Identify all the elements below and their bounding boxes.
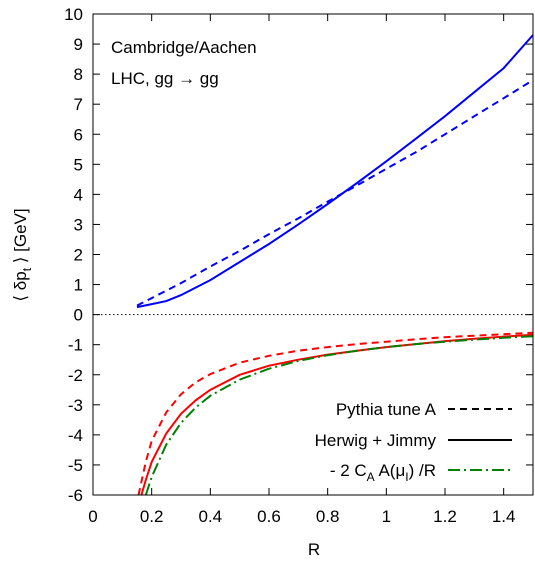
x-axis-label: R (308, 540, 320, 559)
y-tick-label: -1 (68, 336, 83, 355)
x-tick-label: 0.6 (257, 507, 281, 526)
x-tick-label: 0.8 (316, 507, 340, 526)
y-tick-label: -6 (68, 486, 83, 505)
annotation-process: LHC, gg → gg (111, 69, 219, 88)
axes-layer: 0 0.2 0.4 0.6 0.8 1 1.2 1.4 -6 -5 -4 -3 -2 -1 0 1 2 3 4 5 6 7… (64, 5, 534, 526)
y-tick-label: 0 (74, 306, 83, 325)
y-tick-label: 10 (64, 5, 83, 24)
x-tick-label: 1.4 (492, 507, 516, 526)
y-tick-label: 4 (74, 185, 83, 204)
y-tick-label: 8 (74, 65, 83, 84)
series-layer (136, 34, 533, 495)
series-line-2 (137, 331, 533, 495)
legend: Pythia tune A Herwig + Jimmy - 2 CA A(μI… (315, 400, 512, 484)
x-tick-label: 0 (88, 507, 97, 526)
y-tick-label: 9 (74, 35, 83, 54)
y-tick-label: 6 (74, 125, 83, 144)
x-tick-label: 1.2 (433, 507, 457, 526)
y-tick-label: -5 (68, 456, 83, 475)
y-tick-label: 2 (74, 246, 83, 265)
series-line-4 (144, 335, 533, 495)
x-tick-label: 0.2 (140, 507, 164, 526)
y-tick-label: -3 (68, 396, 83, 415)
legend-label-analytic: - 2 CA A(μI) /R (330, 461, 436, 484)
y-tick-label: 7 (74, 95, 83, 114)
legend-label-pythia: Pythia tune A (336, 400, 437, 419)
y-tick-label: 3 (74, 215, 83, 234)
y-tick-label: -2 (68, 366, 83, 385)
series-line-1 (136, 34, 533, 309)
y-axis-label: ⟨ δpt ⟩ [GeV] (11, 208, 34, 301)
series-line-0 (136, 79, 533, 307)
x-tick-label: 1 (382, 507, 391, 526)
y-tick-label: 5 (74, 155, 83, 174)
annotation-title: Cambridge/Aachen (111, 38, 257, 57)
x-tick-label: 0.4 (199, 507, 223, 526)
legend-label-herwig: Herwig + Jimmy (315, 431, 437, 450)
y-tick-label: 1 (74, 276, 83, 295)
y-tick-label: -4 (68, 426, 83, 445)
